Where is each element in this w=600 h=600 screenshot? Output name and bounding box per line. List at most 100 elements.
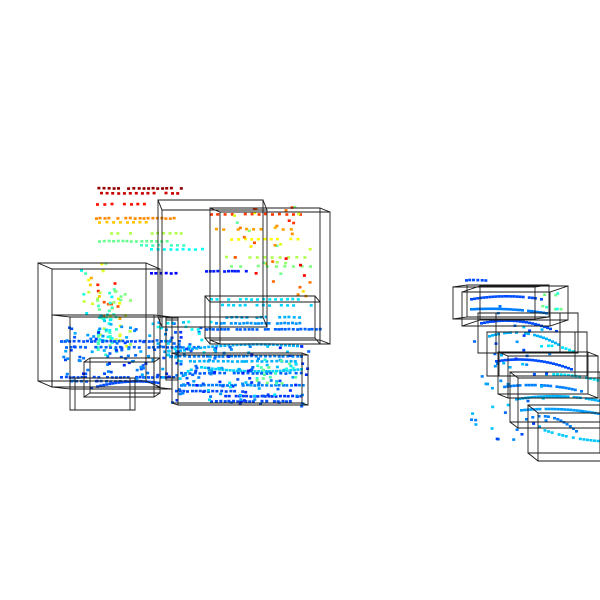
lidar-point <box>557 395 561 398</box>
lidar-point <box>275 244 279 248</box>
lidar-point <box>238 328 242 331</box>
lidar-point <box>166 342 170 345</box>
lidar-point <box>275 261 279 264</box>
lidar-point <box>159 326 163 330</box>
lidar-point <box>110 337 114 340</box>
lidar-point <box>266 328 270 331</box>
lidar-point <box>566 408 570 411</box>
lidar-point <box>501 319 504 322</box>
lidar-point <box>117 192 121 195</box>
lidar-point <box>246 371 250 375</box>
lidar-point <box>569 408 573 412</box>
lidar-point <box>236 371 240 375</box>
lidar-point <box>105 339 109 343</box>
lidar-point <box>72 345 76 348</box>
lidar-point <box>200 366 203 369</box>
lidar-point <box>155 240 159 243</box>
lidar-point <box>508 366 512 369</box>
lidar-point <box>161 376 165 379</box>
lidar-point <box>70 327 74 331</box>
lidar-point <box>108 352 112 355</box>
lidar-point <box>483 321 486 324</box>
lidar-point <box>100 317 104 320</box>
lidar-point <box>555 385 559 388</box>
lidar-point <box>578 437 582 441</box>
lidar-point <box>141 367 145 370</box>
lidar-point <box>543 384 547 387</box>
lidar-point <box>106 370 110 373</box>
lidar-point <box>275 322 279 325</box>
lidar-point <box>111 192 115 195</box>
lidar-point <box>241 390 245 393</box>
lidar-point <box>216 328 220 331</box>
lidar-point <box>262 297 266 301</box>
lidar-point <box>113 282 117 285</box>
lidar-point <box>92 335 96 338</box>
lidar-point <box>112 313 116 316</box>
lidar-point <box>291 321 294 325</box>
lidar-point <box>216 213 220 216</box>
lidar-point <box>472 278 475 282</box>
lidar-point <box>284 209 288 212</box>
lidar-point <box>236 360 240 363</box>
lidar-point <box>488 307 491 311</box>
lidar-point <box>138 339 142 343</box>
lidar-point <box>114 338 118 341</box>
lidar-point <box>127 361 131 365</box>
lidar-point <box>260 360 264 363</box>
lidar-point <box>540 360 543 363</box>
lidar-point <box>498 359 501 363</box>
lidar-point <box>127 346 131 349</box>
lidar-point <box>273 243 277 247</box>
lidar-point <box>151 216 155 220</box>
lidar-point <box>181 346 185 349</box>
lidar-point <box>294 383 298 387</box>
lidar-point <box>257 370 261 373</box>
lidar-point <box>521 295 525 299</box>
lidar-point <box>176 244 179 247</box>
lidar-point <box>205 328 208 331</box>
lidar-point <box>521 309 524 312</box>
lidar-point <box>202 390 206 393</box>
lidar-point <box>218 384 222 387</box>
lidar-point <box>269 371 273 375</box>
lidar-point <box>271 343 275 346</box>
lidar-point <box>248 345 252 348</box>
lidar-point <box>277 355 281 358</box>
lidar-point <box>537 415 541 418</box>
lidar-point <box>544 407 548 411</box>
lidar-point <box>553 407 557 411</box>
lidar-point <box>547 344 550 348</box>
lidar-point <box>112 301 116 304</box>
lidar-point <box>101 340 105 344</box>
lidar-point <box>102 327 106 330</box>
lidar-point <box>142 340 146 344</box>
lidar-point <box>219 322 223 325</box>
lidar-point <box>235 369 239 373</box>
lidar-point <box>228 381 232 385</box>
lidar-point <box>137 187 141 190</box>
lidar-point <box>100 191 103 195</box>
lidar-point <box>63 340 67 343</box>
lidar-point <box>543 415 547 418</box>
lidar-point <box>282 384 285 387</box>
lidar-point <box>72 376 76 379</box>
lidar-point <box>267 395 271 398</box>
lidar-point <box>194 389 198 393</box>
lidar-point <box>283 321 287 325</box>
bounding-boxes <box>37 199 600 462</box>
lidar-point <box>277 212 281 216</box>
lidar-point <box>545 395 549 398</box>
lidar-point <box>525 363 529 366</box>
lidar-point <box>281 355 285 358</box>
lidar-point <box>244 390 248 394</box>
lidar-point <box>95 217 98 220</box>
lidar-point <box>186 370 190 373</box>
lidar-point <box>169 244 173 247</box>
lidar-point <box>242 235 246 239</box>
lidar-point <box>110 202 114 206</box>
lidar-point <box>205 270 208 273</box>
lidar-point <box>523 408 527 412</box>
lidar-point <box>192 346 196 349</box>
lidar-point <box>86 368 90 372</box>
